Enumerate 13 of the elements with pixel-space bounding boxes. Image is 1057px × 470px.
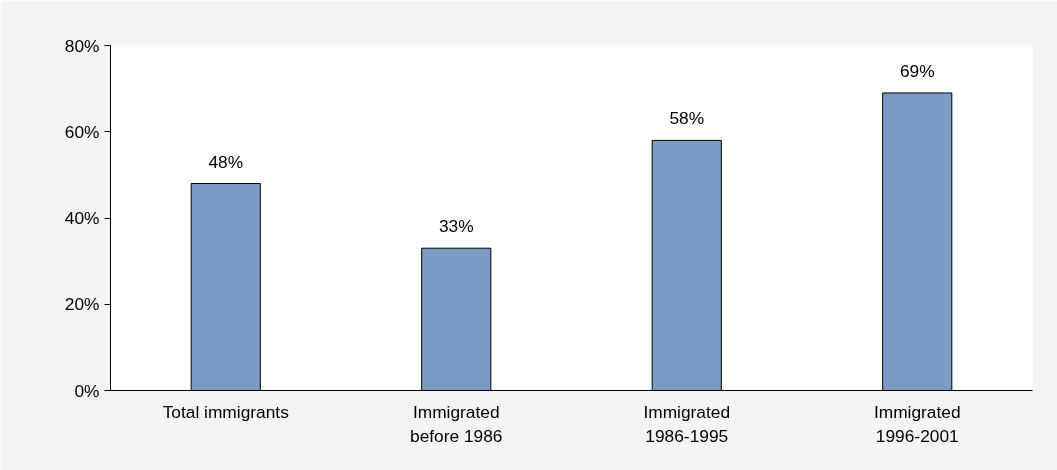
x-tick-label: Immigrated 1996-2001 [873,401,961,446]
y-tick-label: 20% [64,294,100,315]
data-label: 69% [899,60,935,81]
y-tick-label: 40% [64,208,100,228]
x-tick-label: Immigrated 1986-1995 [643,401,731,446]
y-tick-label: 60% [64,121,100,142]
x-tick-label: Immigrated before 1986 [410,401,503,446]
x-tick-label: Total immigrants [162,401,290,422]
data-label: 58% [669,108,705,129]
data-label: 33% [438,216,474,237]
y-tick-label: 0% [74,380,100,401]
data-label: 48% [208,151,244,172]
y-tick-label: 80% [64,35,100,56]
